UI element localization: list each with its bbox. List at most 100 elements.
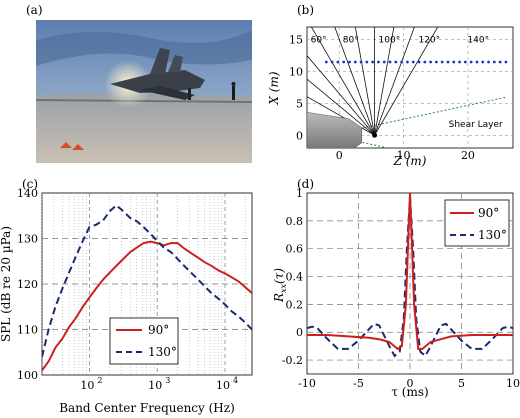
panel-d-ylabel: Rxx(τ) xyxy=(272,268,288,303)
microphone-dot xyxy=(388,60,392,64)
y-tick-label: 10 xyxy=(289,66,303,79)
x-tick-exponent: 3 xyxy=(165,376,170,385)
microphone-dot xyxy=(429,60,432,64)
microphone-dot xyxy=(411,60,415,64)
photo-ground xyxy=(36,93,252,163)
jet-tail-fin xyxy=(150,48,170,74)
angle-label: 140° xyxy=(467,35,489,45)
microphone-dot xyxy=(440,60,444,64)
x-tick-label: 10 xyxy=(506,377,520,390)
panel-c-ylabel: SPL (dB re 20 µPa) xyxy=(0,226,13,342)
series-line-130° xyxy=(42,203,252,358)
microphone-dot xyxy=(330,60,334,64)
ray-line xyxy=(334,27,375,136)
photo-cones xyxy=(60,142,84,150)
y-tick-label: -0.2 xyxy=(282,354,303,367)
jet-nozzle-drawing xyxy=(307,112,362,148)
panel-c-label: (c) xyxy=(22,177,38,191)
microphone-dot xyxy=(487,60,490,64)
panel-b-xlabel: Z (m) xyxy=(393,154,427,168)
panel-c-legend-box xyxy=(109,317,179,365)
angle-label: 60° xyxy=(311,35,327,45)
x-tick-label: -5 xyxy=(353,377,364,390)
x-tick-exponent: 2 xyxy=(97,376,102,385)
ray-line xyxy=(307,96,375,136)
angle-label: 100° xyxy=(379,35,401,45)
y-tick-label: 0.8 xyxy=(286,215,304,228)
microphone-dot xyxy=(463,60,467,64)
photo-person-head xyxy=(231,82,236,86)
microphone-dot xyxy=(475,60,479,64)
legend-label-90: 90° xyxy=(148,323,169,337)
microphone-dot xyxy=(382,60,386,64)
microphone-dot xyxy=(394,60,398,64)
microphone-dot xyxy=(377,60,380,64)
panel-d-yticks: -0.2 0 0.2 0.4 0.6 0.8 1 xyxy=(282,187,303,367)
jet-gear xyxy=(188,88,191,100)
y-tick-label: 5 xyxy=(296,97,303,110)
ray-line xyxy=(374,27,395,136)
microphone-dot xyxy=(469,60,473,64)
panel-b-xticks: 0 10 20 xyxy=(336,149,475,162)
y-tick-label: 0.2 xyxy=(286,298,304,311)
angle-label: 120° xyxy=(418,35,440,45)
y-tick-label: 15 xyxy=(289,34,303,47)
panel-b-ylabel: X (m) xyxy=(267,71,281,105)
y-tick-label: 140 xyxy=(17,187,38,200)
panel-d-label: (d) xyxy=(297,177,314,191)
photo-clouds xyxy=(36,30,252,66)
jet-tail-fin-2 xyxy=(168,55,183,72)
microphone-dot xyxy=(492,60,496,64)
aircraft-photo xyxy=(35,20,253,163)
panel-d-ylabel-text: Rxx(τ) xyxy=(272,268,288,303)
panel-b: (b) 60° 80° 100° 120° 140° Shear Layer 0 10 20… xyxy=(267,3,514,168)
angle-label: 80° xyxy=(343,35,359,45)
microphone-dot xyxy=(498,60,502,64)
x-tick-exponent: 4 xyxy=(233,376,238,385)
microphone-dot xyxy=(400,60,404,64)
microphone-dot xyxy=(353,60,357,64)
source-point xyxy=(372,132,378,138)
microphone-dot xyxy=(458,60,461,64)
microphone-dot xyxy=(348,60,351,64)
panel-c-grid xyxy=(41,193,252,375)
legend-label-130-d: 130° xyxy=(478,228,507,242)
panel-d-series xyxy=(307,193,513,358)
y-tick-label: 130 xyxy=(17,233,38,246)
y-tick-label: 0 xyxy=(296,326,303,339)
ray-line xyxy=(307,78,375,136)
series-line-90° xyxy=(42,240,252,371)
x-tick-label: 10 xyxy=(216,379,230,392)
shear-layer-label: Shear Layer xyxy=(449,120,503,130)
microphone-dot xyxy=(434,60,438,64)
microphone-dot xyxy=(406,60,409,64)
ray-line xyxy=(374,27,415,136)
panel-c-xlabel: Band Center Frequency (Hz) xyxy=(59,401,235,415)
series-line-90° xyxy=(307,193,513,351)
microphone-dot xyxy=(423,60,427,64)
jet-fuselage xyxy=(110,70,205,93)
x-tick-label: 10 xyxy=(397,149,411,162)
panel-c-series xyxy=(42,203,252,371)
microphone-dot xyxy=(336,60,340,64)
microphone-dot xyxy=(342,60,346,64)
photo-person xyxy=(232,86,235,100)
microphone-dot xyxy=(365,60,369,64)
y-tick-label: 110 xyxy=(17,324,38,337)
ray-lines xyxy=(307,27,439,136)
x-tick-label: 0 xyxy=(407,377,414,390)
panel-d-xlabel: τ (ms) xyxy=(391,385,428,399)
x-tick-label: 0 xyxy=(336,149,343,162)
legend-label-130: 130° xyxy=(148,345,177,359)
ray-line xyxy=(374,27,439,136)
x-tick-label: 10 xyxy=(148,379,162,392)
panel-d-xticks: -10 -5 0 5 10 xyxy=(298,377,520,390)
y-tick-label: 0.4 xyxy=(286,271,304,284)
microphone-dot xyxy=(446,60,450,64)
x-tick-label: 10 xyxy=(80,379,94,392)
x-tick-label: 5 xyxy=(458,377,465,390)
y-tick-label: 120 xyxy=(17,278,38,291)
nozzle-icon xyxy=(307,112,362,148)
